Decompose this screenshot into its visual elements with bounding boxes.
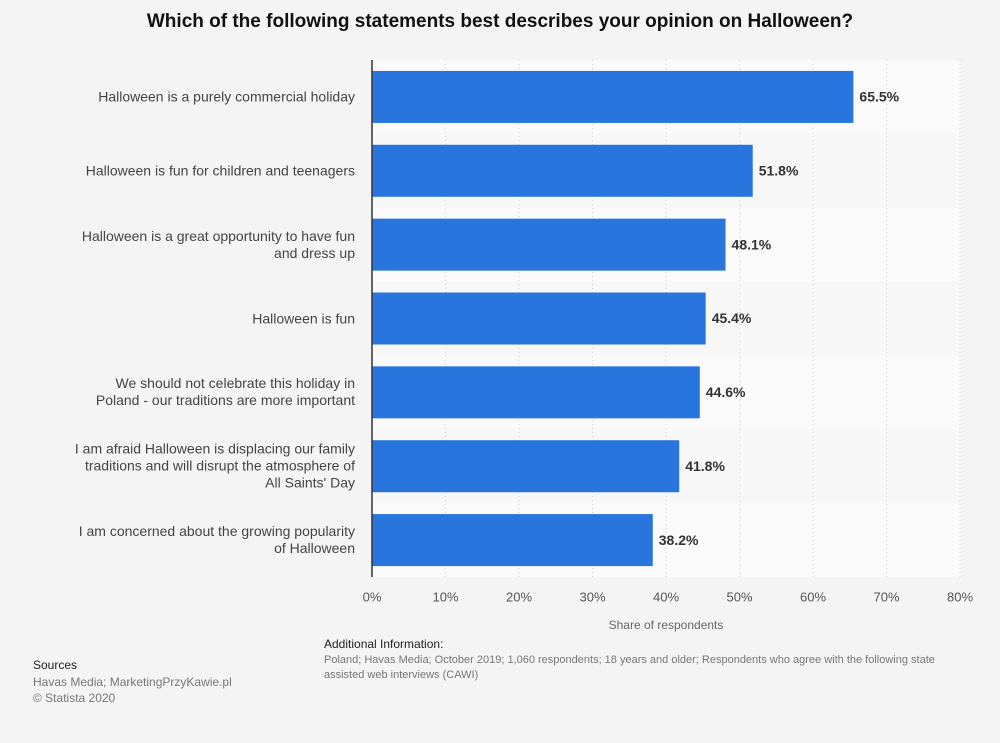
x-tick-label: 50% (726, 589, 752, 604)
value-label: 38.2% (659, 532, 699, 548)
x-axis-title: Share of respondents (609, 618, 724, 632)
x-tick-label: 30% (579, 589, 605, 604)
x-tick-label: 60% (800, 589, 826, 604)
x-tick-label: 40% (653, 589, 679, 604)
y-tick-label: I am concerned about the growing popular… (78, 523, 355, 557)
bar (372, 70, 854, 123)
bar (372, 218, 726, 271)
y-tick-label: We should not celebrate this holiday in … (95, 375, 355, 409)
value-label: 41.8% (685, 458, 725, 474)
sources-heading: Sources (33, 658, 78, 672)
bar (372, 144, 753, 197)
value-label: 45.4% (712, 310, 752, 326)
y-tick-label: Halloween is fun (252, 310, 355, 326)
x-tick-label: 20% (506, 589, 532, 604)
value-label: 44.6% (706, 384, 746, 400)
bar (372, 440, 680, 493)
y-tick-label: I am afraid Halloween is displacing our … (74, 440, 355, 491)
x-tick-label: 0% (363, 589, 382, 604)
value-label: 48.1% (732, 236, 772, 252)
bar (372, 514, 653, 567)
value-label: 51.8% (759, 162, 799, 178)
x-tick-label: 70% (873, 589, 899, 604)
info-line: assisted web interviews (CAWI) (324, 669, 479, 681)
x-tick-label: 10% (432, 589, 458, 604)
value-label: 65.5% (859, 89, 899, 105)
y-tick-label: Halloween is fun for children and teenag… (85, 162, 355, 179)
y-tick-label: Halloween is a purely commercial holiday (98, 88, 355, 105)
bar (372, 366, 700, 419)
info-heading: Additional Information: (324, 637, 444, 651)
sources-line: Havas Media; MarketingPrzyKawie.pl (33, 675, 232, 689)
bar (372, 292, 706, 345)
sources-line: © Statista 2020 (33, 691, 116, 705)
y-tick-label: Halloween is a great opportunity to have… (81, 227, 355, 261)
x-tick-label: 80% (947, 589, 973, 604)
info-line: Poland; Havas Media; October 2019; 1,060… (324, 654, 935, 666)
chart-title: Which of the following statements best d… (147, 11, 853, 32)
